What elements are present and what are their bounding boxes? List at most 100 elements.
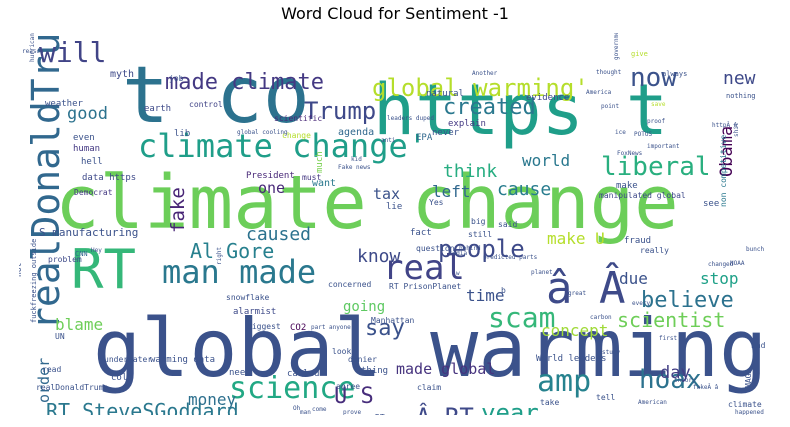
word-fake-30: fake: [167, 187, 189, 233]
word-http-168: httpÂ â: [712, 122, 738, 129]
word-climate-117: climate: [728, 400, 762, 409]
word-time-44: time: [466, 286, 505, 305]
word-world-leaders-107: World leaders: [536, 354, 606, 364]
word-realdonaldtrump-5: realDonaldTrump: [24, 33, 68, 330]
word-fact-80: fact: [410, 228, 432, 238]
word-save-130: save: [651, 101, 666, 108]
word-never-62: never: [432, 128, 460, 138]
word-order-50: order: [35, 358, 53, 403]
word-really-94: really: [640, 246, 669, 255]
word-money-51: money: [188, 390, 237, 409]
word-thing-102: thing: [361, 366, 388, 376]
word-noaa-153: NOAA: [730, 260, 745, 267]
word-scam-21: scam: [488, 301, 555, 334]
word-president-63: President: [246, 171, 295, 181]
word-denier-101: denier: [348, 355, 377, 364]
word-great-156: great: [568, 290, 586, 297]
word-year-20: year: [481, 399, 539, 415]
word-snow-122: snow: [21, 414, 40, 415]
word-climate-change-0: climate change: [55, 160, 679, 246]
word-hoax-19: hoax: [639, 365, 702, 395]
word-realdonaldtrump-108: realDonaldTrump: [36, 383, 108, 392]
word-now-16: now: [630, 63, 677, 93]
word-need-105: need: [229, 368, 251, 378]
word-s-manufacturing-54: S manufacturing: [39, 226, 138, 239]
word-government-134: government: [613, 33, 620, 60]
word-cold-109: cold: [111, 373, 133, 383]
word-look-100: look: [332, 347, 351, 356]
word-global-cooling-140: global cooling: [237, 129, 288, 136]
word-take-113: take: [540, 398, 559, 407]
word-rt-28: Â RT: [416, 402, 474, 415]
word-created-24: created: [443, 95, 536, 120]
word-co2-98: CO2: [290, 323, 306, 333]
word-first-158: first: [659, 335, 677, 342]
word-predicted-parts-151: predicted parts: [483, 254, 538, 261]
word-planet-152: planet: [531, 269, 553, 276]
word-believe-22: believe: [641, 288, 734, 313]
word-biggest-97: biggest: [247, 322, 281, 331]
word-democrat-71: Democrat: [74, 188, 113, 197]
word-question-90: question: [416, 244, 455, 253]
word-day-53: day: [660, 363, 691, 383]
word-rt-4: RT: [71, 238, 136, 301]
word-global-warming-1: global warming: [93, 302, 767, 395]
word-myth-55: myth: [110, 69, 134, 80]
word-study-159: study: [602, 349, 620, 356]
word-kid-142: kid: [351, 156, 362, 163]
word-made-global-52: made global: [396, 360, 495, 378]
word-left-40: left: [432, 182, 471, 201]
word-even-68: even: [73, 133, 95, 143]
word-leaders-duped-139: leaders duped: [387, 115, 434, 122]
word-rt-121: RT: [375, 413, 385, 415]
word-always-128: always: [662, 70, 687, 78]
word-concept-48: concept: [541, 321, 608, 340]
chart-title: Word Cloud for Sentiment -1: [281, 4, 509, 23]
word-america-136: America: [586, 89, 612, 96]
word-tell-114: tell: [596, 393, 615, 402]
word-say-31: say: [365, 316, 405, 341]
word-give-127: give: [631, 50, 648, 58]
word-control-76: control: [189, 100, 223, 109]
word--10: â Â: [546, 261, 625, 314]
word-epa-61: EPA: [416, 133, 433, 143]
word-make-84: make: [616, 181, 638, 191]
word-cause-34: cause: [497, 179, 551, 200]
word-liberal-18: liberal: [601, 152, 711, 182]
word-cloud-canvas: climate change global warming https t t co R…: [19, 33, 767, 415]
word-blame-49: blame: [55, 315, 103, 334]
word-real-14: real: [383, 248, 465, 288]
word-behind-150: behind: [459, 245, 481, 252]
word-manipulated-global-85: manipulated global: [599, 191, 686, 200]
word-job-77: job: [169, 74, 184, 83]
word-explain-57: explain: [448, 119, 486, 129]
word-tax-41: tax: [373, 185, 400, 203]
word-fuckfreezing-outside-126: fuckfreezing outside: [30, 239, 38, 323]
word-climate-change-6: climate change': [138, 127, 427, 165]
word-human-67: human: [73, 144, 100, 154]
word-bad-115: bad: [751, 341, 766, 350]
word-one-42: one: [258, 179, 285, 197]
word-american-163: American: [638, 399, 667, 406]
word-ice-148: ice: [615, 129, 626, 136]
word-hell-69: hell: [81, 157, 103, 167]
word-proof-131: proof: [647, 118, 665, 125]
word-happened-162: happened: [735, 409, 764, 415]
word-know-43: know: [357, 246, 401, 267]
word-t-co-3: t co: [122, 51, 310, 141]
word-w-173: w: [456, 270, 460, 277]
word-rt-stevesgoddard-25: RT SteveSGoddard: [46, 399, 239, 415]
word-due-45: due: [619, 269, 648, 288]
word-carbon-169: carbon: [590, 314, 612, 321]
word-al-gore-26: Al Gore: [190, 239, 274, 263]
word-foxnews-146: FoxNews: [617, 150, 643, 157]
word-bunch-154: bunch: [746, 246, 764, 253]
word-underwater-125: underwater: [104, 355, 152, 364]
word-natural-58: natural: [426, 89, 464, 99]
word-part-anyone-170: part anyone: [311, 324, 351, 331]
word-scientist-23: scientist: [617, 308, 725, 332]
word-amp-12: amp: [537, 364, 591, 399]
word-agree-103: agree: [336, 382, 360, 391]
word-important-147: important: [647, 143, 680, 150]
word-anti-143: anti: [381, 137, 396, 144]
